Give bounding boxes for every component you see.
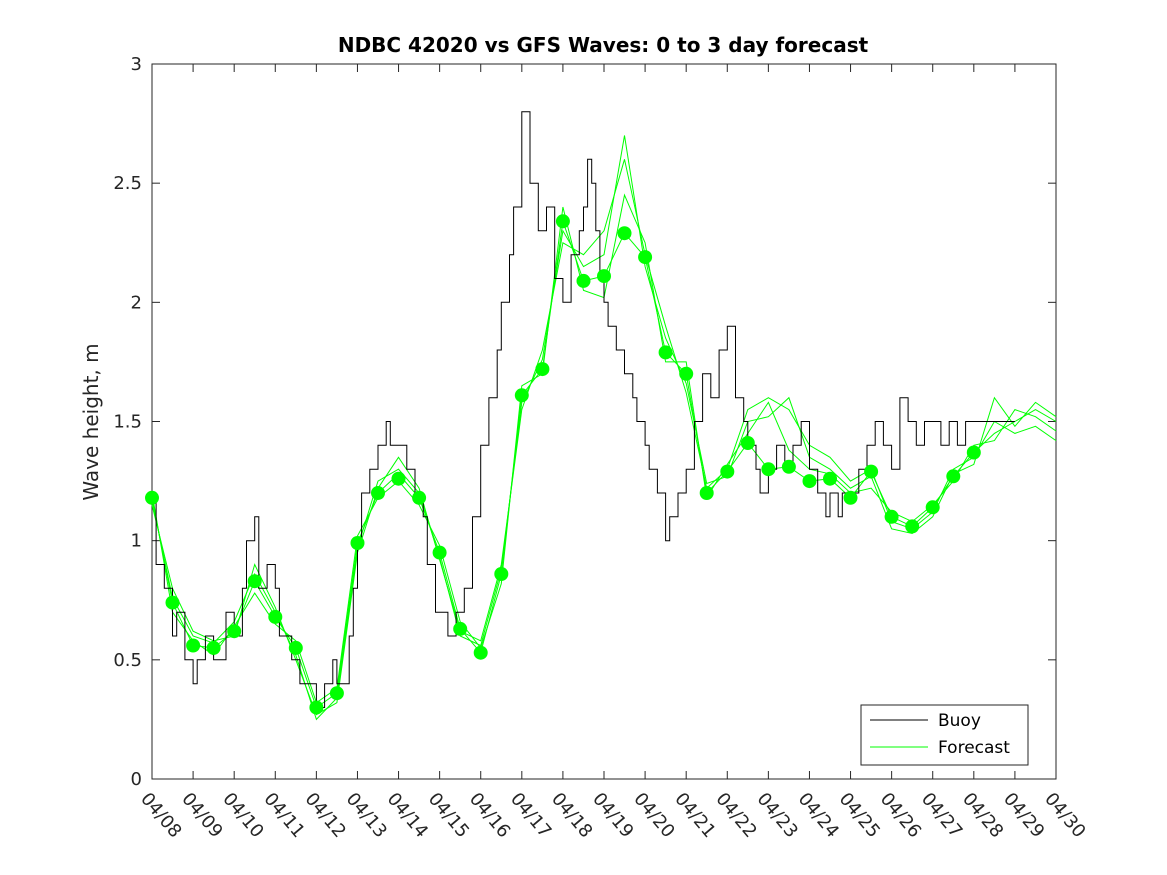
x-tick-label: 04/15: [424, 789, 473, 842]
x-tick-label: 04/16: [465, 789, 514, 842]
forecast-marker: [268, 609, 283, 624]
forecast-marker: [309, 700, 324, 715]
forecast-marker: [802, 474, 817, 489]
forecast-marker: [432, 545, 447, 560]
forecast-marker: [165, 595, 180, 610]
axes-box: [151, 63, 1057, 780]
forecast-marker: [720, 464, 735, 479]
x-tick-label: 04/23: [753, 789, 802, 842]
x-tick-labels: 04/0804/0904/1004/1104/1204/1304/1404/15…: [136, 789, 1089, 842]
y-tick-label: 1: [131, 531, 142, 552]
x-tick-label: 04/20: [629, 789, 678, 842]
forecast-marker: [227, 624, 242, 639]
plot-area: [145, 63, 1057, 780]
forecast-marker: [617, 226, 632, 241]
x-tick-label: 04/13: [342, 789, 391, 842]
x-tick-label: 04/28: [958, 789, 1007, 842]
chart-title: NDBC 42020 vs GFS Waves: 0 to 3 day fore…: [338, 33, 869, 57]
forecast-marker: [555, 214, 570, 229]
x-tick-label: 04/29: [999, 789, 1048, 842]
x-tick-label: 04/26: [876, 789, 925, 842]
forecast-marker: [514, 388, 529, 403]
forecast-marker: [925, 500, 940, 515]
forecast-marker: [371, 486, 385, 500]
forecast-marker: [391, 471, 406, 486]
x-tick-label: 04/24: [794, 789, 843, 842]
x-tick-label: 04/18: [547, 789, 596, 842]
y-tick-labels: 0 0.5 1 1.5 2 2.5 3: [113, 54, 142, 790]
forecast-marker: [638, 250, 653, 265]
forecast-marker: [145, 490, 159, 505]
buoy-line: [152, 111, 1015, 708]
forecast-marker: [679, 366, 694, 381]
x-tick-label: 04/27: [917, 789, 966, 842]
buoy-line-group: [152, 111, 1015, 708]
forecast-marker: [494, 567, 509, 581]
x-tick-label: 04/19: [588, 789, 637, 842]
forecast-marker: [843, 490, 858, 505]
y-tick-label: 0.5: [113, 650, 142, 671]
y-tick-label: 3: [131, 54, 142, 75]
forecast-marker: [905, 519, 920, 534]
forecast-marker: [473, 645, 488, 660]
y-tick-label: 2: [131, 292, 142, 313]
forecast-marker: [535, 362, 550, 377]
x-tick-label: 04/12: [301, 789, 350, 842]
forecast-marker: [761, 462, 776, 477]
forecast-marker: [576, 273, 591, 288]
y-tick-label: 1.5: [113, 412, 142, 433]
x-tick-label: 04/10: [218, 789, 267, 842]
axis-ticks: [151, 63, 1057, 780]
forecast-marker: [658, 345, 673, 360]
forecast-marker: [453, 621, 468, 636]
forecast-marker: [740, 436, 755, 450]
forecast-marker: [206, 640, 221, 655]
forecast-marker: [288, 640, 303, 655]
x-tick-label: 04/14: [383, 789, 432, 842]
forecast-marker: [329, 686, 344, 701]
x-tick-label: 04/17: [506, 789, 555, 842]
forecast-line: [151, 135, 1057, 721]
legend-box: [860, 704, 1029, 766]
forecast-markers: [145, 214, 981, 715]
forecast-marker: [966, 445, 981, 460]
x-tick-label: 04/22: [711, 789, 760, 842]
x-tick-label: 04/21: [670, 789, 719, 842]
forecast-marker: [864, 464, 879, 479]
forecast-marker: [412, 490, 427, 505]
x-tick-label: 04/11: [259, 789, 308, 842]
forecast-marker: [884, 509, 899, 524]
legend-forecast-label: Forecast: [938, 738, 1010, 758]
x-tick-label: 04/09: [177, 789, 226, 842]
y-tick-label: 2.5: [113, 173, 142, 194]
forecast-marker: [247, 574, 262, 589]
y-tick-label: 0: [131, 769, 142, 790]
x-tick-label: 04/25: [835, 789, 884, 842]
legend: Buoy Forecast: [860, 704, 1029, 766]
forecast-marker: [350, 536, 365, 550]
forecast-marker: [781, 459, 796, 474]
legend-buoy-label: Buoy: [938, 711, 981, 731]
x-tick-label: 04/08: [136, 789, 185, 842]
forecast-marker: [699, 486, 714, 500]
forecast-marker: [186, 638, 201, 653]
forecast-marker: [946, 469, 961, 484]
forecast-marker: [823, 471, 837, 486]
forecast-marker: [597, 269, 611, 284]
y-axis-label: Wave height, m: [79, 343, 103, 500]
x-tick-label: 04/30: [1040, 789, 1089, 842]
